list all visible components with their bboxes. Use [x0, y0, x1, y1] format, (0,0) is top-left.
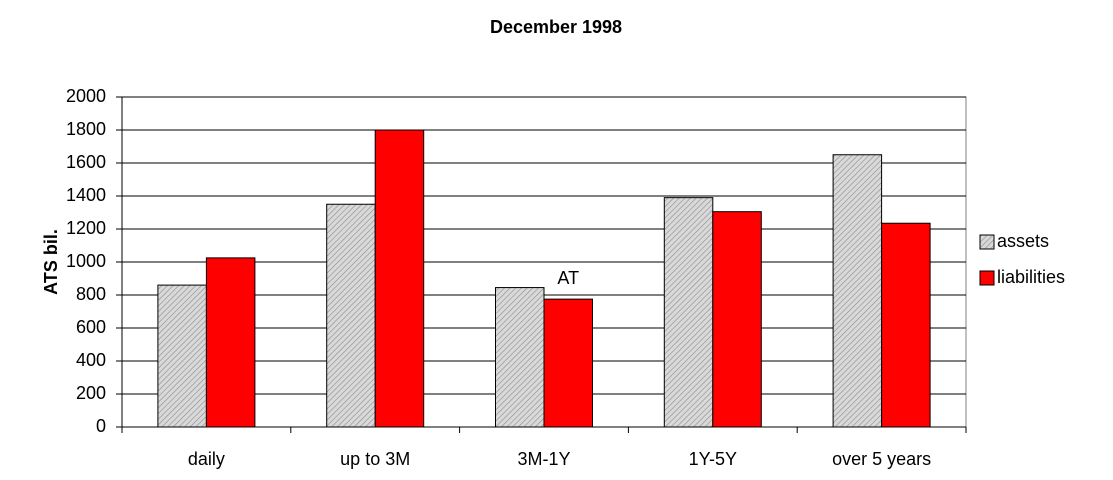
- y-axis-label: ATS bil.: [41, 229, 61, 295]
- bar: [374, 129, 425, 428]
- bar: [495, 287, 545, 428]
- y-tick-label: 1400: [66, 185, 106, 205]
- x-tick-label: 1Y-5Y: [689, 449, 737, 469]
- bar: [712, 211, 762, 428]
- x-tick-label: daily: [188, 449, 225, 469]
- x-tick-label: over 5 years: [832, 449, 931, 469]
- y-tick-label: 1200: [66, 218, 106, 238]
- x-tick-label: up to 3M: [340, 449, 410, 469]
- x-tick-label: 3M-1Y: [517, 449, 570, 469]
- y-tick-label: 200: [76, 383, 106, 403]
- legend-label: liabilities: [997, 267, 1065, 287]
- annotation: AT: [557, 268, 579, 288]
- legend-label: assets: [997, 231, 1049, 251]
- bar: [157, 284, 207, 428]
- chart-title: December 1998: [490, 17, 622, 37]
- legend-swatch: [979, 270, 995, 286]
- y-tick-label: 600: [76, 317, 106, 337]
- bar: [881, 222, 931, 428]
- bar: [663, 197, 714, 428]
- y-tick-label: 400: [76, 350, 106, 370]
- y-tick-label: 0: [96, 416, 106, 436]
- y-tick-label: 2000: [66, 86, 106, 106]
- y-tick-label: 800: [76, 284, 106, 304]
- y-tick-label: 1800: [66, 119, 106, 139]
- y-tick-label: 1000: [66, 251, 106, 271]
- y-tick-label: 1600: [66, 152, 106, 172]
- bar: [326, 203, 376, 428]
- legend-swatch: [979, 234, 995, 250]
- bar: [205, 257, 256, 428]
- bar: [832, 154, 883, 428]
- bar: [543, 298, 593, 428]
